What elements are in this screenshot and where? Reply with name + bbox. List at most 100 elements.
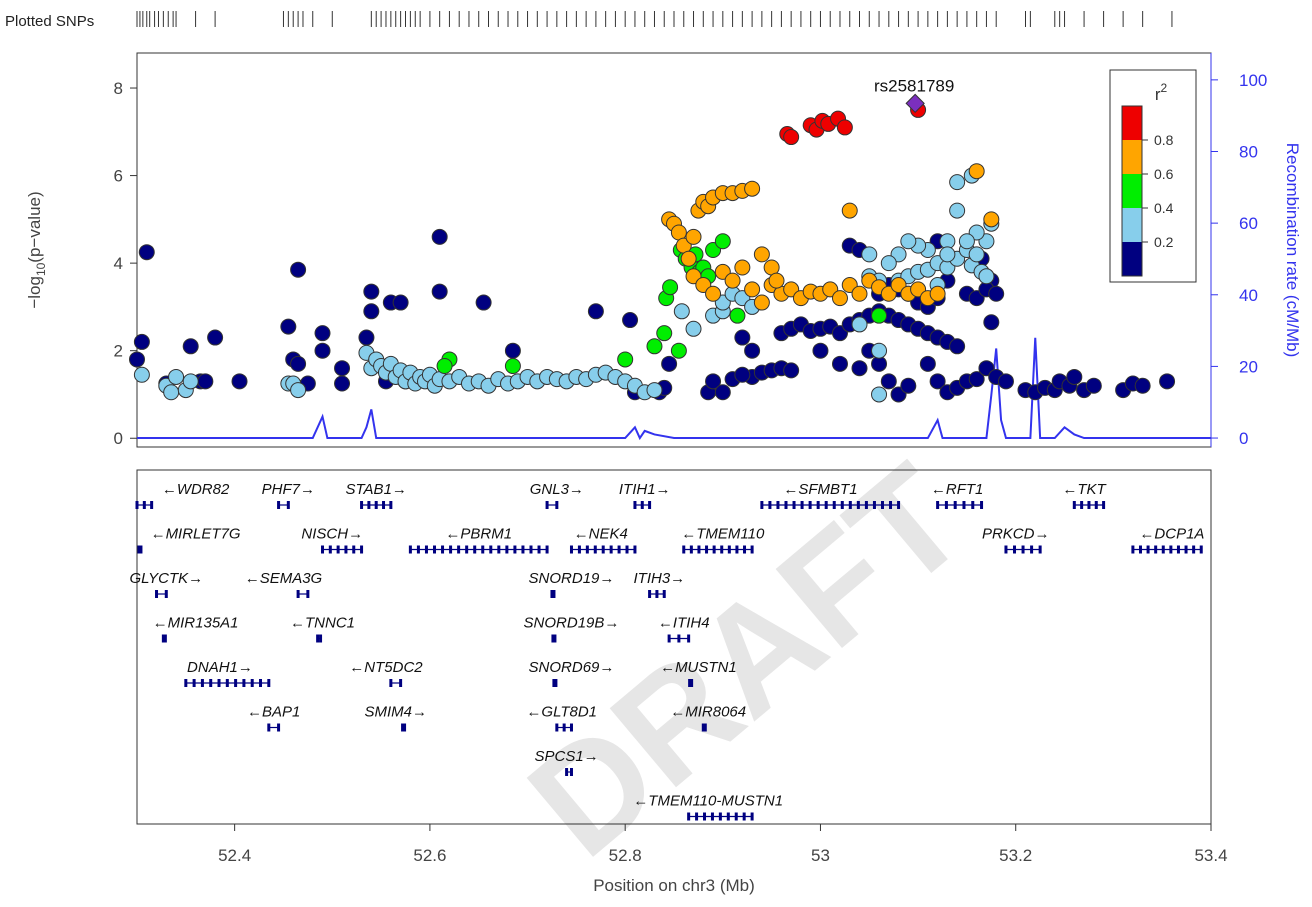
gene-tkt: ←TKT bbox=[1062, 481, 1108, 509]
y-axis-label-sub: 10 bbox=[34, 262, 48, 276]
lead-snp-label: rs2581789 bbox=[874, 76, 954, 95]
gene-exon bbox=[953, 501, 957, 509]
gene-nt5dc2: ←NT5DC2 bbox=[349, 659, 423, 687]
gene-exon bbox=[316, 634, 320, 643]
gene-label: ←GLT8D1 bbox=[526, 704, 597, 721]
gene-label: ←RFT1 bbox=[931, 481, 984, 498]
gene-bap1: ←BAP1 bbox=[247, 704, 300, 732]
gene-label: ←NEK4 bbox=[574, 526, 628, 543]
gene-exon bbox=[1192, 545, 1196, 554]
gene-exon bbox=[840, 501, 844, 509]
gene-exon bbox=[648, 590, 652, 598]
gene-exon bbox=[200, 679, 204, 687]
gene-exon bbox=[234, 679, 238, 687]
snp-point bbox=[705, 373, 722, 390]
gene-phf7: PHF7→ bbox=[262, 481, 315, 509]
r2-legend: r2 0.8 0.6 0.4 0.2 bbox=[1109, 69, 1197, 283]
gene-exon bbox=[242, 679, 246, 687]
gene-exon bbox=[808, 501, 812, 509]
gene-glt8d1: ←GLT8D1 bbox=[526, 704, 597, 732]
snp-point bbox=[744, 180, 761, 197]
snp-point bbox=[431, 228, 448, 245]
gene-exon bbox=[389, 679, 393, 687]
gene-exon bbox=[720, 545, 724, 554]
gene-exon bbox=[399, 679, 403, 687]
gene-exon bbox=[734, 812, 738, 821]
gene-exon bbox=[1072, 501, 1076, 509]
gene-label: ←MIR8064 bbox=[670, 704, 746, 721]
gene-exon bbox=[784, 501, 788, 509]
snp-point bbox=[1085, 377, 1102, 394]
gene-exon bbox=[555, 723, 559, 732]
gene-exon bbox=[688, 679, 692, 687]
y-tick-label: 0 bbox=[114, 429, 123, 448]
snp-point bbox=[851, 285, 868, 302]
legend-title: r2 bbox=[1155, 81, 1168, 104]
gene-exon bbox=[701, 723, 705, 732]
gene-exon bbox=[403, 723, 407, 732]
snp-point bbox=[968, 246, 985, 263]
gene-exon bbox=[800, 501, 804, 509]
gene-snord19b: SNORD19B→ bbox=[524, 615, 619, 643]
gene-exon bbox=[1004, 545, 1008, 554]
x-tick-label: 53.4 bbox=[1194, 846, 1227, 865]
gene-exon bbox=[980, 501, 984, 509]
x-tick-label: 53.2 bbox=[999, 846, 1032, 865]
snp-point bbox=[314, 342, 331, 359]
x-tick-label: 52.6 bbox=[413, 846, 446, 865]
gene-exon bbox=[832, 501, 836, 509]
gene-exon bbox=[250, 679, 254, 687]
gene-exon bbox=[727, 545, 731, 554]
gene-exon bbox=[164, 590, 168, 598]
gene-smim4: SMIM4→ bbox=[364, 704, 427, 732]
snp-point bbox=[673, 303, 690, 320]
gene-exon bbox=[306, 590, 310, 598]
gene-exon bbox=[703, 812, 707, 821]
gene-exon bbox=[481, 545, 485, 554]
gene-label: SMIM4→ bbox=[364, 704, 427, 721]
gene-label: SNORD19→ bbox=[529, 570, 615, 587]
gene-exon bbox=[401, 723, 405, 732]
gene-dnah1: DNAH1→ bbox=[184, 659, 271, 687]
gene-exon bbox=[750, 812, 754, 821]
snp-point bbox=[358, 329, 375, 346]
gene-exon bbox=[569, 723, 573, 732]
gene-exon bbox=[551, 634, 555, 643]
gene-mir135a1: ←MIR135A1 bbox=[153, 615, 239, 643]
gene-exon bbox=[319, 634, 323, 643]
gene-exon bbox=[1038, 545, 1042, 554]
legend-swatch bbox=[1122, 106, 1142, 140]
snp-point bbox=[280, 318, 297, 335]
snp-point bbox=[929, 373, 946, 390]
snp-point bbox=[939, 246, 956, 263]
gene-label: DNAH1→ bbox=[187, 659, 253, 676]
snp-point bbox=[744, 281, 761, 298]
snp-point bbox=[753, 294, 770, 311]
gene-exon bbox=[360, 501, 364, 509]
x-tick-label: 52.8 bbox=[609, 846, 642, 865]
legend-title-main: r bbox=[1155, 85, 1161, 104]
snp-point bbox=[714, 384, 731, 401]
snp-point bbox=[662, 279, 679, 296]
gene-exon bbox=[625, 545, 629, 554]
y2-axis-label: Recombination rate (cM/Mb) bbox=[1283, 143, 1302, 357]
gene-exon bbox=[703, 723, 707, 732]
gene-exon bbox=[267, 723, 271, 732]
gene-exon bbox=[135, 501, 139, 509]
gene-exon bbox=[824, 501, 828, 509]
gene-exon bbox=[552, 590, 556, 598]
gene-stab1: STAB1→ bbox=[346, 481, 407, 509]
gene-exon bbox=[554, 679, 558, 687]
snp-point bbox=[997, 373, 1014, 390]
gene-label: ←MUSTN1 bbox=[660, 659, 737, 676]
snp-point bbox=[1066, 368, 1083, 385]
snp-point bbox=[851, 316, 868, 333]
gene-label: STAB1→ bbox=[346, 481, 407, 498]
y-tick-label: 8 bbox=[114, 79, 123, 98]
snp-point bbox=[983, 314, 1000, 331]
gene-exon bbox=[726, 812, 730, 821]
snp-point bbox=[290, 355, 307, 372]
snp-point bbox=[129, 351, 145, 368]
gene-exon bbox=[601, 545, 605, 554]
